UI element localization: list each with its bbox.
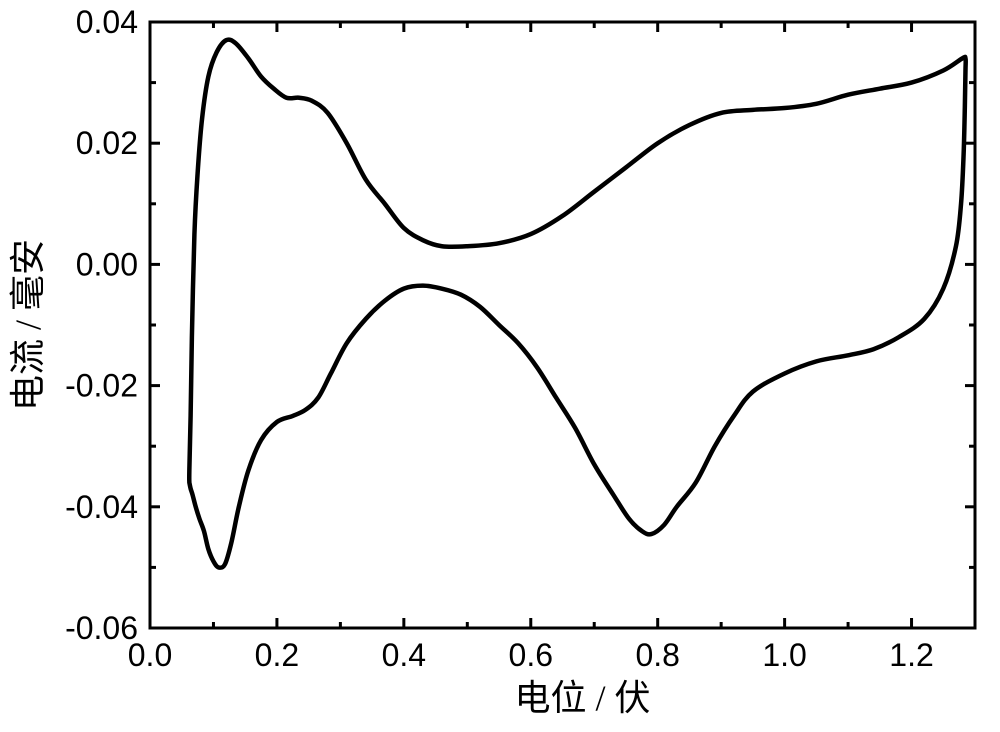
svg-text:-0.04: -0.04 bbox=[65, 489, 138, 525]
x-axis-ticks: 0.00.20.40.60.81.01.2 bbox=[128, 22, 934, 673]
svg-text:0.6: 0.6 bbox=[509, 637, 553, 673]
svg-text:1.2: 1.2 bbox=[889, 637, 933, 673]
y-axis-ticks: -0.06 -0.04 -0.02 0.00 0.02 0.04 bbox=[65, 4, 975, 646]
svg-text:0.4: 0.4 bbox=[382, 637, 426, 673]
svg-text:0.2: 0.2 bbox=[255, 637, 299, 673]
cv-curve bbox=[189, 40, 965, 568]
y-axis-minor-ticks bbox=[150, 83, 975, 568]
svg-text:-0.06: -0.06 bbox=[65, 610, 138, 646]
svg-text:-0.02: -0.02 bbox=[65, 368, 138, 404]
svg-text:0.02: 0.02 bbox=[76, 125, 138, 161]
svg-text:0.00: 0.00 bbox=[76, 246, 138, 282]
svg-text:1.0: 1.0 bbox=[762, 637, 806, 673]
plot-frame bbox=[150, 22, 975, 628]
svg-text:0.8: 0.8 bbox=[635, 637, 679, 673]
cv-chart-svg: 0.00.20.40.60.81.01.2 -0.06-0.04-0.020.0… bbox=[0, 0, 1000, 732]
cv-chart-container: 0.00.20.40.60.81.01.2 -0.06-0.04-0.020.0… bbox=[0, 0, 1000, 732]
x-axis-label: 电位 / 伏 bbox=[514, 678, 650, 718]
svg-text:0.04: 0.04 bbox=[76, 4, 138, 40]
y-axis-label: 电流 / 毫安 bbox=[8, 239, 48, 411]
